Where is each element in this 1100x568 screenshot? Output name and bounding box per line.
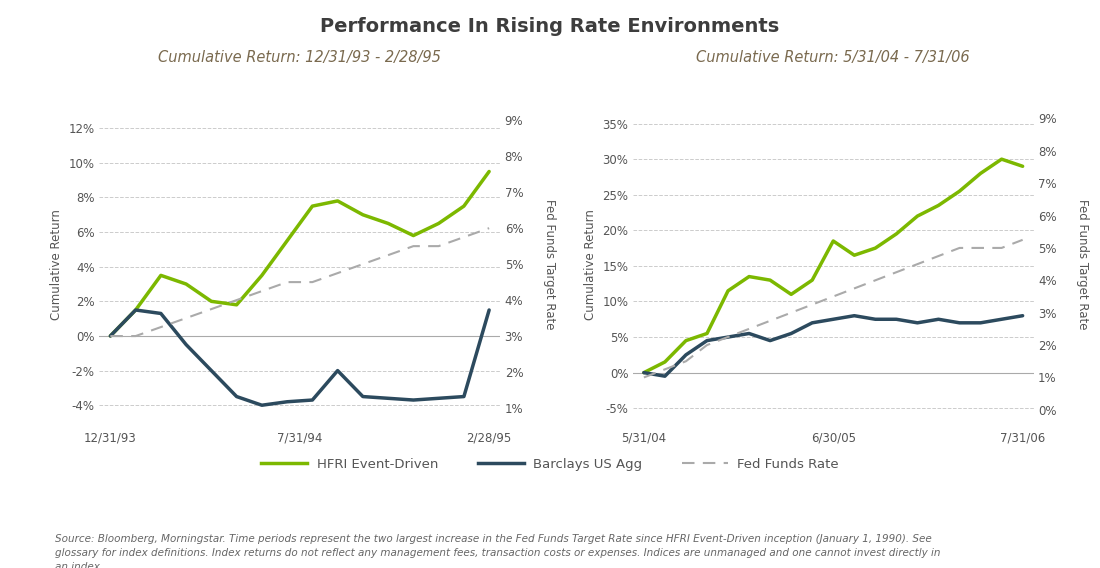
Y-axis label: Fed Funds Target Rate: Fed Funds Target Rate (542, 199, 556, 329)
Legend: HFRI Event-Driven, Barclays US Agg, Fed Funds Rate: HFRI Event-Driven, Barclays US Agg, Fed … (256, 452, 844, 476)
Text: Cumulative Return: 12/31/93 - 2/28/95: Cumulative Return: 12/31/93 - 2/28/95 (158, 51, 441, 65)
Text: Performance In Rising Rate Environments: Performance In Rising Rate Environments (320, 17, 780, 36)
Text: Cumulative Return: 5/31/04 - 7/31/06: Cumulative Return: 5/31/04 - 7/31/06 (696, 51, 970, 65)
Y-axis label: Cumulative Return: Cumulative Return (51, 208, 63, 320)
Y-axis label: Cumulative Return: Cumulative Return (584, 208, 597, 320)
Text: Source: Bloomberg, Morningstar. Time periods represent the two largest increase : Source: Bloomberg, Morningstar. Time per… (55, 534, 940, 568)
Y-axis label: Fed Funds Target Rate: Fed Funds Target Rate (1076, 199, 1089, 329)
